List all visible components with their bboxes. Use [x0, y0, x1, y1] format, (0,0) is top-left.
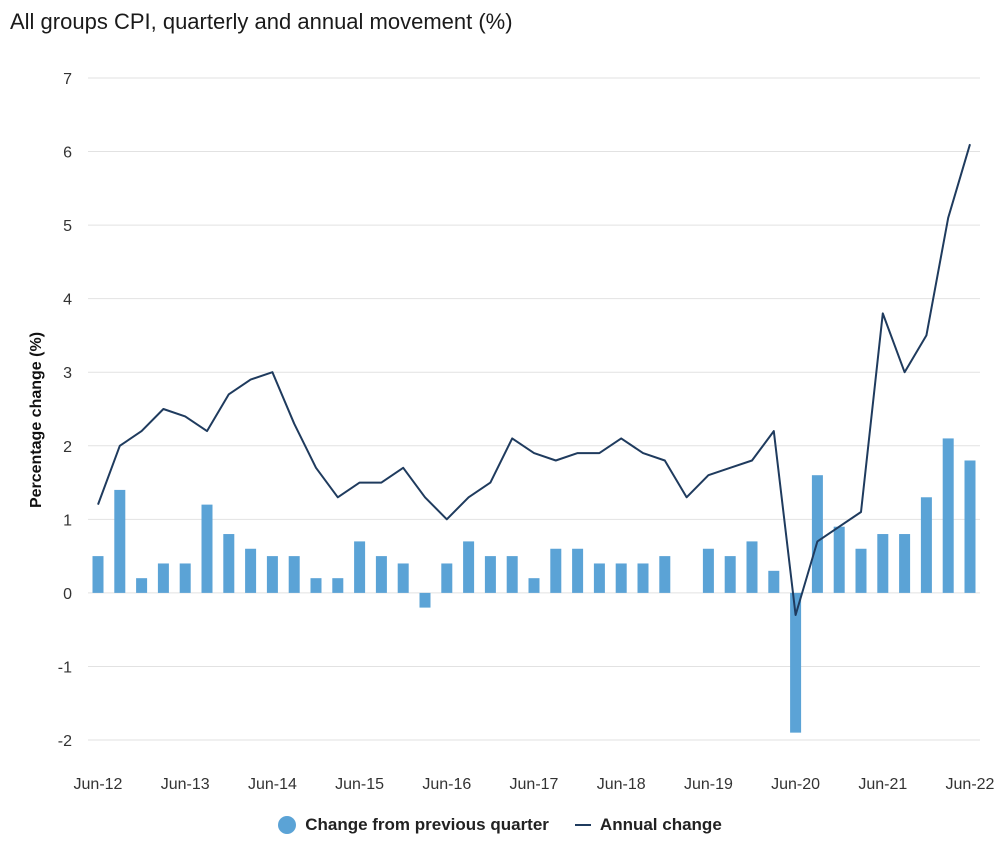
y-tick-label: 5: [63, 218, 72, 235]
bar: [484, 556, 496, 593]
x-axis-ticks: Jun-12 Jun-13 Jun-14 Jun-15 Jun-16 Jun-17 Jun-…: [74, 776, 995, 793]
bar: [266, 556, 278, 593]
bar: [288, 556, 300, 593]
bar: [593, 563, 605, 593]
annual-change-line: [97, 143, 971, 616]
bar: [201, 504, 213, 593]
legend: Change from previous quarter Annual chan…: [0, 815, 1000, 835]
bar: [702, 548, 714, 593]
bar: [659, 556, 671, 593]
bar: [877, 534, 889, 593]
legend-item-quarterly[interactable]: Change from previous quarter: [278, 815, 549, 835]
bar: [310, 578, 322, 593]
legend-item-annual[interactable]: Annual change: [574, 815, 722, 835]
y-tick-label: -1: [58, 659, 72, 676]
bar: [92, 556, 104, 593]
x-tick-label: Jun-22: [946, 776, 995, 793]
bar: [899, 534, 911, 593]
bar: [332, 578, 344, 593]
bar: [790, 592, 802, 733]
y-tick-label: 6: [63, 145, 72, 162]
bar: [572, 548, 584, 593]
legend-swatch-line: [574, 824, 591, 826]
bar: [746, 541, 758, 593]
x-tick-label: Jun-20: [771, 776, 820, 793]
bar: [855, 548, 867, 593]
bar: [463, 541, 475, 593]
y-tick-label: 4: [63, 292, 72, 309]
bar: [136, 578, 148, 593]
y-tick-label: 2: [63, 439, 72, 456]
line-series: [97, 143, 971, 616]
legend-label-annual: Annual change: [599, 815, 722, 834]
bar: [441, 563, 453, 593]
bar: [354, 541, 366, 593]
y-tick-label: 0: [63, 586, 72, 603]
x-tick-label: Jun-12: [74, 776, 123, 793]
bar: [506, 556, 518, 593]
x-tick-label: Jun-16: [422, 776, 471, 793]
x-tick-label: Jun-13: [161, 776, 210, 793]
x-tick-label: Jun-14: [248, 776, 297, 793]
chart-title: All groups CPI, quarterly and annual mov…: [10, 9, 513, 34]
x-tick-label: Jun-18: [597, 776, 646, 793]
bar: [179, 563, 191, 593]
bar: [157, 563, 169, 593]
bar: [964, 460, 976, 593]
bar: [811, 475, 823, 593]
x-tick-label: Jun-15: [335, 776, 384, 793]
y-tick-label: 7: [63, 71, 72, 88]
bar: [245, 548, 257, 593]
x-tick-label: Jun-17: [510, 776, 559, 793]
y-tick-label: 3: [63, 365, 72, 382]
bar: [768, 570, 780, 593]
y-axis-ticks: -2 -1 0 1 2 3 4 5 6 7: [58, 71, 72, 750]
bar: [637, 563, 649, 593]
bar: [375, 556, 387, 593]
bar: [942, 438, 954, 593]
y-tick-label: 1: [63, 512, 72, 529]
bar: [615, 563, 627, 593]
bar: [397, 563, 409, 593]
bar: [724, 556, 736, 593]
y-axis-label: Percentage change (%): [28, 332, 45, 508]
bar: [550, 548, 562, 593]
bar: [223, 534, 235, 593]
bar: [419, 592, 431, 608]
gridlines: [88, 77, 980, 741]
x-tick-label: Jun-21: [858, 776, 907, 793]
bar: [833, 526, 845, 593]
legend-swatch-bar: [278, 816, 297, 834]
bar-series: [92, 438, 976, 733]
legend-label-quarterly: Change from previous quarter: [305, 815, 549, 834]
bar: [114, 489, 126, 593]
bar: [920, 497, 932, 593]
x-tick-label: Jun-19: [684, 776, 733, 793]
y-tick-label: -2: [58, 733, 72, 750]
bar: [528, 578, 540, 593]
